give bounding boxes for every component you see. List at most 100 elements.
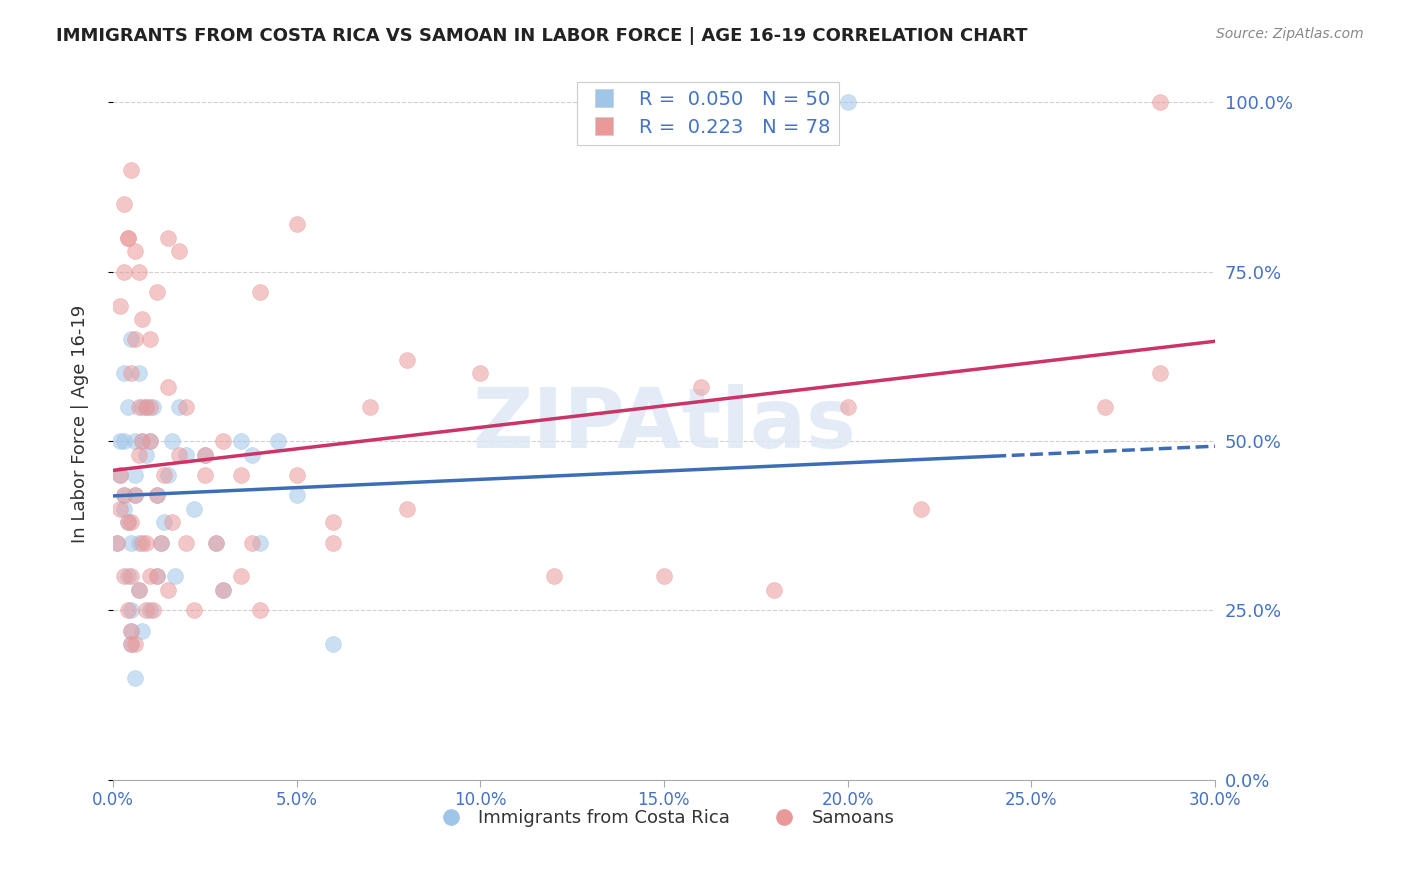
Point [1149,366,1171,380]
Point [124,488,146,502]
Point [156,231,179,245]
Point [128,582,150,597]
Point [128,400,150,414]
Point [138,434,160,448]
Point [124,637,146,651]
Point [212,582,235,597]
Point [165,569,187,583]
Point [142,400,165,414]
Point [135,400,157,414]
Point [763,582,786,597]
Point [142,603,165,617]
Point [395,501,418,516]
Point [138,603,160,617]
Point [131,312,153,326]
Point [112,488,135,502]
Point [112,197,135,211]
Point [285,467,308,482]
Point [242,535,264,549]
Point [138,434,160,448]
Point [176,400,198,414]
Point [212,582,235,597]
Point [105,535,128,549]
Point [131,624,153,638]
Point [108,299,131,313]
Point [1094,400,1116,414]
Point [689,380,711,394]
Point [153,515,176,529]
Point [112,501,135,516]
Point [131,400,153,414]
Point [117,231,139,245]
Point [112,569,135,583]
Point [231,569,253,583]
Point [112,366,135,380]
Point [183,501,205,516]
Point [135,400,157,414]
Point [120,163,142,178]
Point [131,434,153,448]
Point [395,352,418,367]
Point [128,582,150,597]
Point [146,569,169,583]
Point [176,535,198,549]
Point [117,400,139,414]
Point [112,434,135,448]
Point [138,333,160,347]
Point [146,488,169,502]
Point [183,603,205,617]
Point [120,624,142,638]
Point [135,535,157,549]
Point [194,448,217,462]
Point [124,488,146,502]
Point [128,265,150,279]
Point [120,535,142,549]
Point [910,501,932,516]
Point [108,434,131,448]
Point [231,434,253,448]
Point [156,380,179,394]
Point [120,637,142,651]
Point [249,603,271,617]
Point [204,535,226,549]
Point [156,467,179,482]
Point [120,333,142,347]
Point [112,488,135,502]
Point [124,244,146,259]
Text: Source: ZipAtlas.com: Source: ZipAtlas.com [1216,27,1364,41]
Point [124,333,146,347]
Point [359,400,381,414]
Point [124,434,146,448]
Point [135,448,157,462]
Point [204,535,226,549]
Point [837,400,859,414]
Point [108,467,131,482]
Point [138,400,160,414]
Point [146,285,169,299]
Point [124,671,146,685]
Point [120,624,142,638]
Text: IMMIGRANTS FROM COSTA RICA VS SAMOAN IN LABOR FORCE | AGE 16-19 CORRELATION CHAR: IMMIGRANTS FROM COSTA RICA VS SAMOAN IN … [56,27,1028,45]
Point [131,434,153,448]
Point [149,535,172,549]
Point [322,515,344,529]
Point [117,603,139,617]
Point [149,535,172,549]
Point [156,582,179,597]
Point [105,535,128,549]
Y-axis label: In Labor Force | Age 16-19: In Labor Force | Age 16-19 [72,305,89,543]
Point [160,515,183,529]
Point [131,535,153,549]
Point [120,603,142,617]
Point [146,569,169,583]
Point [242,448,264,462]
Point [117,569,139,583]
Point [194,467,217,482]
Point [231,467,253,482]
Point [249,285,271,299]
Point [322,535,344,549]
Point [120,366,142,380]
Point [120,515,142,529]
Point [652,569,675,583]
Point [128,535,150,549]
